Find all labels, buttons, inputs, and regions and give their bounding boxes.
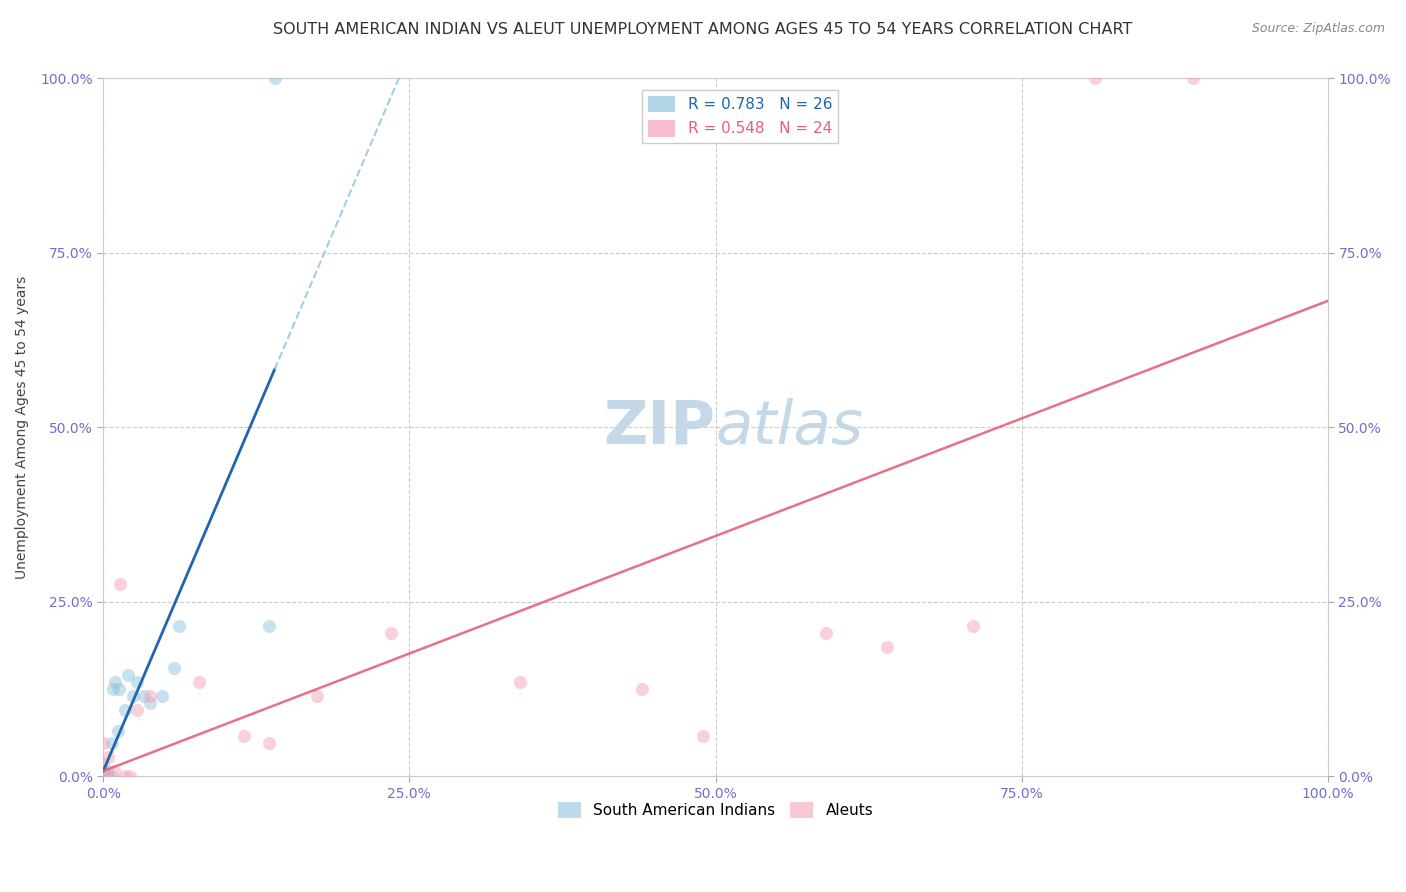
Point	[104, 675, 127, 690]
Point	[91, 769, 114, 783]
Point	[91, 769, 114, 783]
Point	[107, 723, 129, 738]
Text: SOUTH AMERICAN INDIAN VS ALEUT UNEMPLOYMENT AMONG AGES 45 TO 54 YEARS CORRELATIO: SOUTH AMERICAN INDIAN VS ALEUT UNEMPLOYM…	[273, 22, 1133, 37]
Point	[962, 619, 984, 633]
Point	[138, 696, 160, 710]
Point	[91, 769, 114, 783]
Point	[117, 668, 139, 682]
Point	[233, 729, 256, 743]
Point	[96, 764, 118, 778]
Point	[631, 681, 654, 696]
Point	[91, 764, 114, 778]
Point	[110, 577, 132, 591]
Point	[132, 689, 155, 703]
Point	[101, 681, 124, 696]
Point	[138, 689, 160, 703]
Point	[380, 626, 402, 640]
Point	[167, 619, 190, 633]
Text: ZIP: ZIP	[603, 398, 716, 457]
Text: Source: ZipAtlas.com: Source: ZipAtlas.com	[1251, 22, 1385, 36]
Y-axis label: Unemployment Among Ages 45 to 54 years: Unemployment Among Ages 45 to 54 years	[15, 276, 30, 579]
Point	[108, 681, 131, 696]
Point	[97, 749, 120, 764]
Point	[91, 769, 114, 783]
Legend: South American Indians, Aleuts: South American Indians, Aleuts	[551, 797, 879, 824]
Point	[150, 689, 173, 703]
Point	[257, 736, 280, 750]
Point	[96, 769, 118, 783]
Point	[263, 71, 285, 86]
Point	[814, 626, 837, 640]
Point	[1084, 71, 1107, 86]
Point	[91, 769, 114, 783]
Point	[307, 689, 329, 703]
Point	[692, 729, 714, 743]
Point	[91, 766, 114, 780]
Text: atlas: atlas	[716, 398, 863, 457]
Point	[876, 640, 898, 654]
Point	[91, 769, 114, 783]
Point	[163, 661, 186, 675]
Point	[1182, 71, 1205, 86]
Point	[91, 756, 114, 771]
Point	[509, 675, 531, 690]
Point	[91, 769, 114, 783]
Point	[114, 703, 136, 717]
Point	[187, 675, 209, 690]
Point	[257, 619, 280, 633]
Point	[91, 736, 114, 750]
Point	[127, 675, 149, 690]
Point	[114, 769, 136, 783]
Point	[127, 703, 149, 717]
Point	[120, 769, 142, 783]
Point	[100, 736, 122, 750]
Point	[103, 764, 125, 778]
Point	[121, 689, 143, 703]
Point	[100, 769, 122, 783]
